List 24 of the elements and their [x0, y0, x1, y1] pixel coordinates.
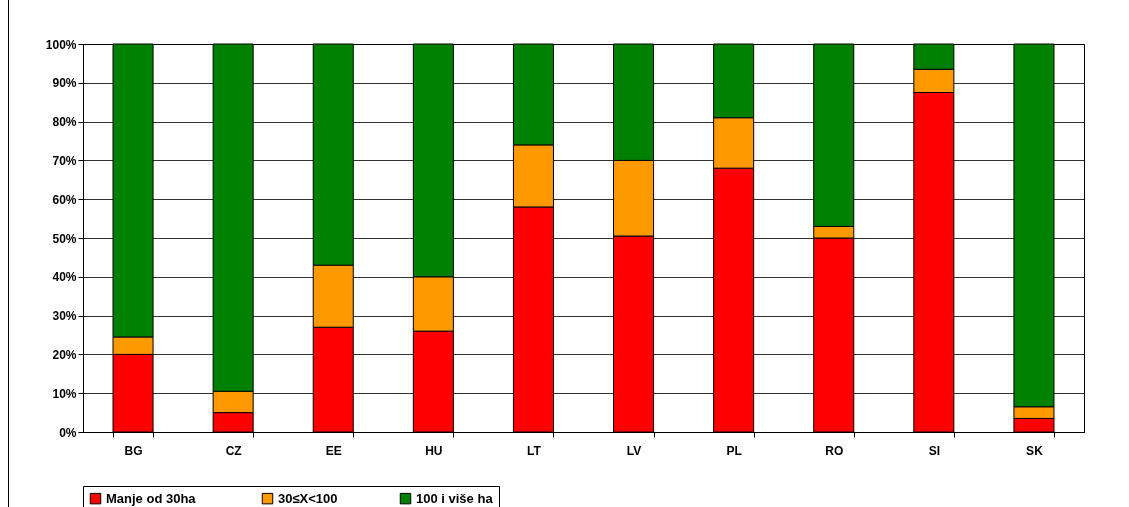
legend-label: Manje od 30ha — [106, 490, 197, 506]
x-tick-label: RO — [825, 443, 844, 458]
x-tick-label: CZ — [225, 443, 242, 458]
y-tick-label: 70% — [52, 153, 77, 168]
x-tick-label: SI — [928, 443, 941, 458]
y-tick-label: 50% — [52, 231, 77, 246]
y-tick-label: 0% — [59, 425, 77, 440]
x-tick-label: HU — [425, 443, 443, 458]
x-tick-label: EE — [325, 443, 342, 458]
x-tick-label: LV — [626, 443, 642, 458]
x-tick-label: LT — [527, 443, 542, 458]
y-tick-label: 90% — [52, 76, 77, 91]
y-tick-label: 30% — [52, 309, 77, 324]
y-tick-label: 80% — [52, 115, 77, 130]
x-tick-label: BG — [124, 443, 143, 458]
y-tick-label: 40% — [52, 270, 77, 285]
legend-label: 100 i više ha — [416, 490, 494, 506]
y-tick-label: 60% — [52, 192, 77, 207]
y-tick-label: 100% — [45, 37, 77, 52]
x-tick-label: SK — [1026, 443, 1044, 458]
legend-label: 30≤X<100 — [278, 490, 338, 506]
y-tick-label: 20% — [52, 347, 77, 362]
x-tick-label: PL — [726, 443, 742, 458]
y-tick-label: 10% — [52, 386, 77, 401]
